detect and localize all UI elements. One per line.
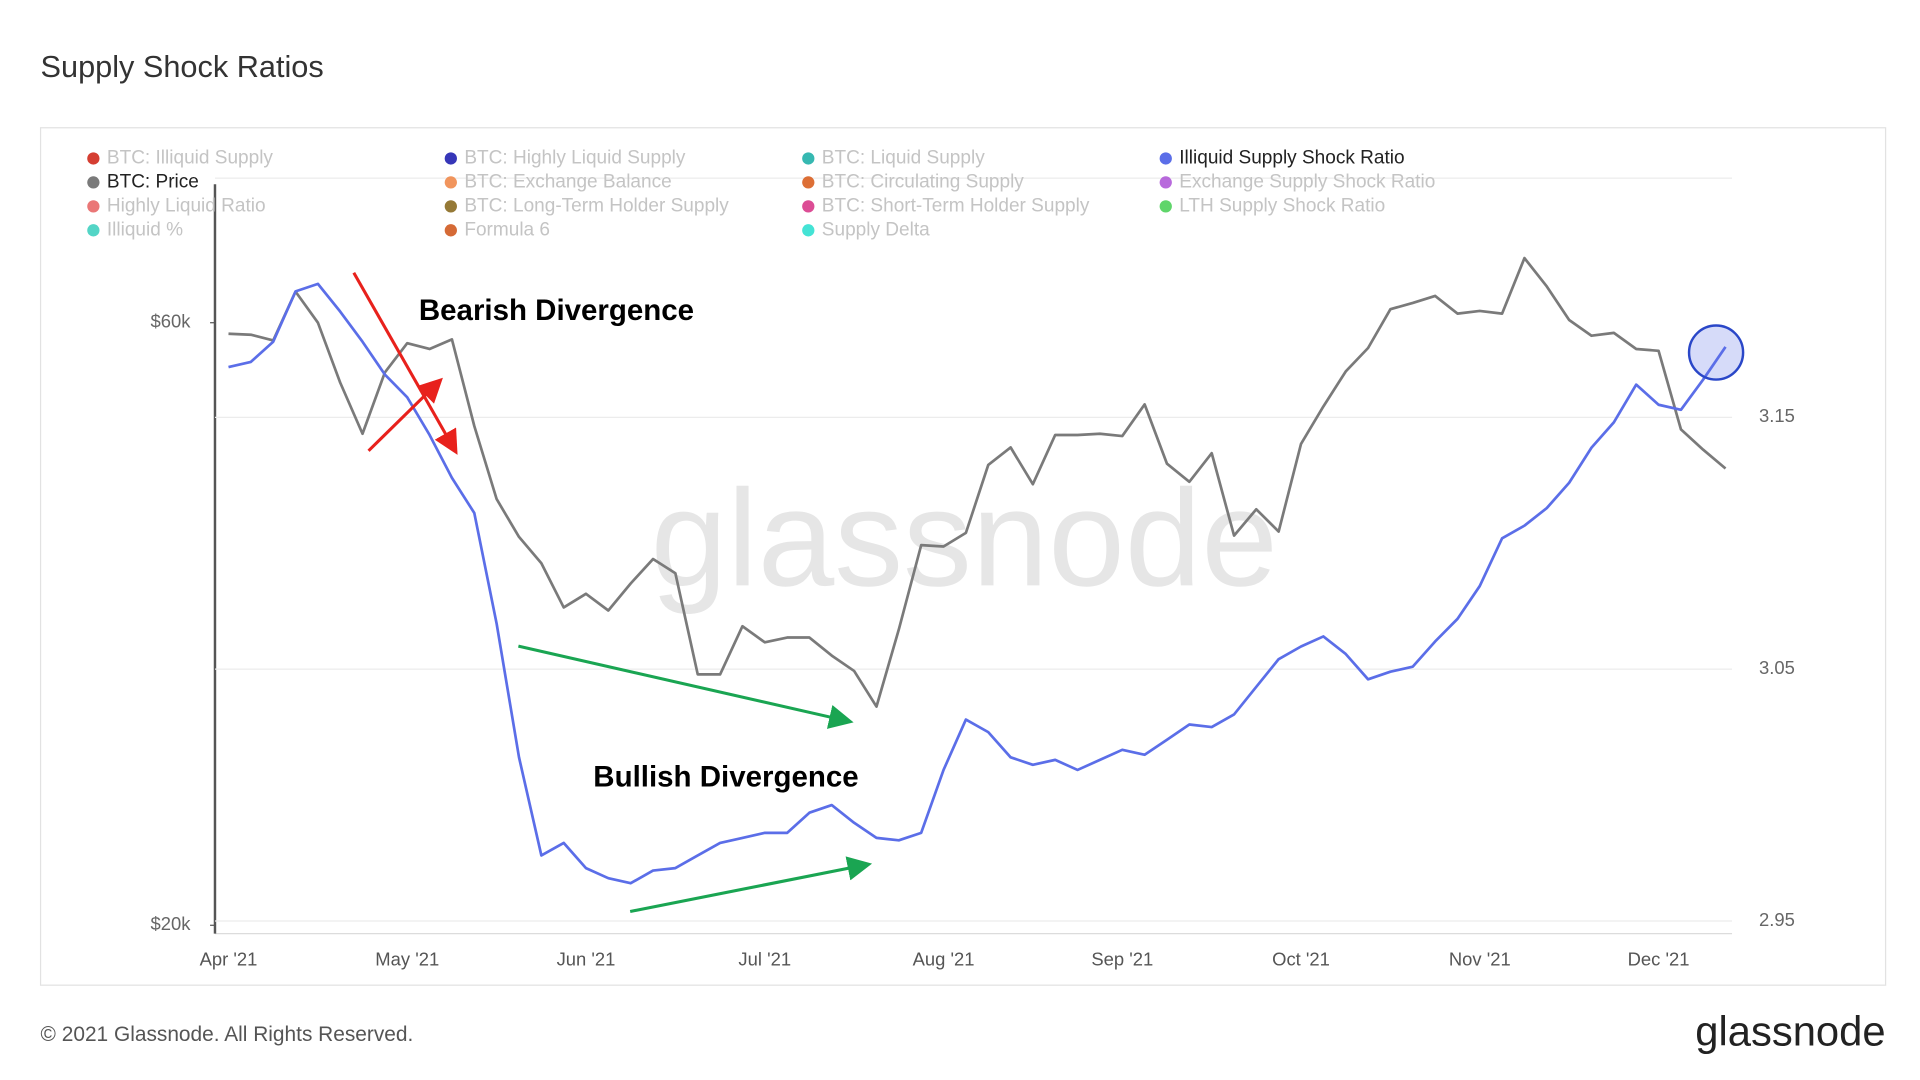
legend-marker <box>1159 176 1172 189</box>
x-tick-label: Apr '21 <box>200 948 258 969</box>
y2-tick-label: 3.15 <box>1759 405 1795 426</box>
legend-label: BTC: Long-Term Holder Supply <box>464 195 729 216</box>
legend-marker <box>444 200 457 213</box>
legend-label: BTC: Highly Liquid Supply <box>464 147 686 168</box>
legend-marker <box>444 176 457 189</box>
legend-marker <box>802 200 815 213</box>
legend-label: Exchange Supply Shock Ratio <box>1179 171 1435 192</box>
series-line <box>228 256 1727 708</box>
legend-label: BTC: Illiquid Supply <box>107 147 274 168</box>
legend-label: BTC: Exchange Balance <box>464 171 671 192</box>
legend-marker <box>444 224 457 237</box>
legend-label: LTH Supply Shock Ratio <box>1179 195 1385 216</box>
legend-label: Illiquid % <box>107 219 183 240</box>
x-tick-label: Aug '21 <box>913 948 975 969</box>
arrow <box>629 856 873 913</box>
y-tick-label: $60k <box>150 311 191 332</box>
highlight-circle <box>1687 324 1745 381</box>
watermark: glassnode <box>651 461 1278 615</box>
arrow <box>367 377 443 452</box>
legend-marker <box>802 152 815 165</box>
arrow <box>352 271 458 455</box>
series-line <box>228 282 1727 885</box>
y-tick-label: $20k <box>150 913 191 934</box>
annotation: Bearish Divergence <box>419 294 694 327</box>
annotation-arrows <box>352 271 1745 913</box>
y2-tick-label: 2.95 <box>1759 909 1795 930</box>
legend-marker <box>1159 152 1172 165</box>
arrow <box>518 644 854 729</box>
plot: 2.95 3.05 3.15 $20k $60k Apr '21 May '21 Jun '2… <box>150 256 1795 969</box>
legend-marker <box>802 224 815 237</box>
x-tick-label: Oct '21 <box>1272 948 1330 969</box>
x-tick-label: Jul '21 <box>738 948 791 969</box>
legend-label: BTC: Circulating Supply <box>822 171 1025 192</box>
legend-label: BTC: Price <box>107 171 199 192</box>
logo: glassnode <box>1695 1007 1885 1054</box>
y2-tick-label: 3.05 <box>1759 657 1795 678</box>
legend-marker <box>87 152 100 165</box>
legend-label: Formula 6 <box>464 219 550 240</box>
legend-label: Highly Liquid Ratio <box>107 195 266 216</box>
x-tick-label: May '21 <box>375 948 439 969</box>
x-tick-label: Sep '21 <box>1091 948 1153 969</box>
legend-label: BTC: Short-Term Holder Supply <box>822 195 1090 216</box>
x-tick-label: Nov '21 <box>1449 948 1511 969</box>
x-tick-label: Dec '21 <box>1628 948 1690 969</box>
x-tick-label: Jun '21 <box>557 948 616 969</box>
legend-marker <box>444 152 457 165</box>
legend-label: BTC: Liquid Supply <box>822 147 985 168</box>
footer: © 2021 Glassnode. All Rights Reserved. <box>41 1023 414 1046</box>
legend-marker <box>802 176 815 189</box>
legend-marker <box>87 224 100 237</box>
legend: BTC: Illiquid Supply BTC: Highly Liquid S… <box>87 147 1435 240</box>
chart-title: Supply Shock Ratios <box>41 49 324 84</box>
annotation: Bullish Divergence <box>593 761 858 794</box>
legend-label: Supply Delta <box>822 219 930 240</box>
chart-frame <box>39 127 1887 986</box>
legend-marker <box>1159 200 1172 213</box>
legend-label: Illiquid Supply Shock Ratio <box>1179 147 1404 168</box>
legend-marker <box>87 176 100 189</box>
legend-marker <box>87 200 100 213</box>
